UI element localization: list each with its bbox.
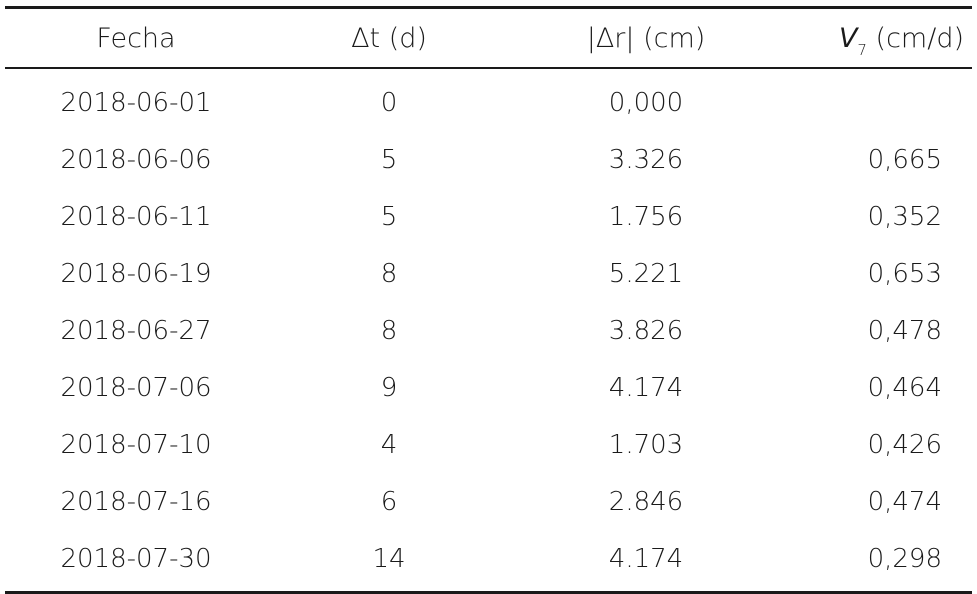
table-row: 2018-07-30 14 4.174 0,298 [5, 530, 972, 587]
cell-delta-t: 4 [380, 429, 398, 460]
data-table: Fecha Δt (d) |Δr| (cm) V7 (cm/d) 2018-06… [5, 6, 972, 594]
cell-delta-r: 3.826 [608, 315, 684, 346]
cell-velocity: 0,653 [867, 258, 942, 289]
cell-fecha: 2018-07-10 [60, 429, 212, 460]
header-row: Fecha Δt (d) |Δr| (cm) V7 (cm/d) [5, 9, 972, 67]
table-row: 2018-07-10 4 1.703 0,426 [5, 416, 972, 473]
table-row: 2018-06-01 0 0,000 [5, 74, 972, 131]
cell-velocity: 0,298 [867, 543, 942, 574]
table-row: 2018-06-06 5 3.326 0,665 [5, 131, 972, 188]
table-row: 2018-07-06 9 4.174 0,464 [5, 359, 972, 416]
cell-delta-t: 6 [380, 486, 398, 517]
cell-fecha: 2018-07-06 [60, 372, 212, 403]
top-rule [5, 6, 972, 9]
table-row: 2018-06-19 8 5.221 0,653 [5, 245, 972, 302]
cell-fecha: 2018-06-19 [60, 258, 212, 289]
cell-velocity: 0,474 [867, 486, 942, 517]
header-velocity: V7 (cm/d) [781, 22, 972, 59]
header-fecha: Fecha [96, 22, 176, 54]
table-row: 2018-06-27 8 3.826 0,478 [5, 302, 972, 359]
cell-delta-t: 0 [380, 87, 398, 118]
header-delta-t: Δt (d) [351, 22, 427, 54]
table-row: 2018-06-11 5 1.756 0,352 [5, 188, 972, 245]
cell-velocity: 0,352 [867, 201, 942, 232]
header-delta-r: |Δr| (cm) [586, 22, 706, 54]
cell-velocity: 0,464 [867, 372, 942, 403]
cell-delta-t: 14 [372, 543, 406, 574]
cell-delta-r: 1.703 [608, 429, 684, 460]
cell-delta-r: 3.326 [608, 144, 684, 175]
cell-delta-r: 4.174 [608, 543, 684, 574]
cell-delta-r: 4.174 [608, 372, 684, 403]
cell-delta-t: 5 [380, 144, 398, 175]
header-velocity-unit: (cm/d) [866, 22, 964, 54]
cell-fecha: 2018-06-06 [60, 144, 212, 175]
cell-fecha: 2018-06-01 [60, 87, 212, 118]
table-body: 2018-06-01 0 0,000 2018-06-06 5 3.326 0,665 201… [5, 69, 972, 591]
cell-fecha: 2018-07-16 [60, 486, 212, 517]
header-rule [5, 67, 972, 69]
header-velocity-symbol: V [838, 22, 858, 54]
cell-delta-r: 2.846 [608, 486, 684, 517]
cell-delta-r: 5.221 [608, 258, 684, 289]
cell-velocity: 0,426 [867, 429, 942, 460]
cell-velocity: 0,665 [867, 144, 942, 175]
cell-fecha: 2018-06-11 [60, 201, 212, 232]
header-velocity-subscript: 7 [857, 40, 867, 59]
cell-delta-r: 0,000 [608, 87, 684, 118]
table-row: 2018-07-16 6 2.846 0,474 [5, 473, 972, 530]
cell-delta-r: 1.756 [608, 201, 684, 232]
cell-fecha: 2018-06-27 [60, 315, 212, 346]
cell-velocity: 0,478 [867, 315, 942, 346]
cell-delta-t: 5 [380, 201, 398, 232]
cell-delta-t: 8 [380, 258, 398, 289]
cell-delta-t: 9 [380, 372, 398, 403]
cell-fecha: 2018-07-30 [60, 543, 212, 574]
cell-delta-t: 8 [380, 315, 398, 346]
